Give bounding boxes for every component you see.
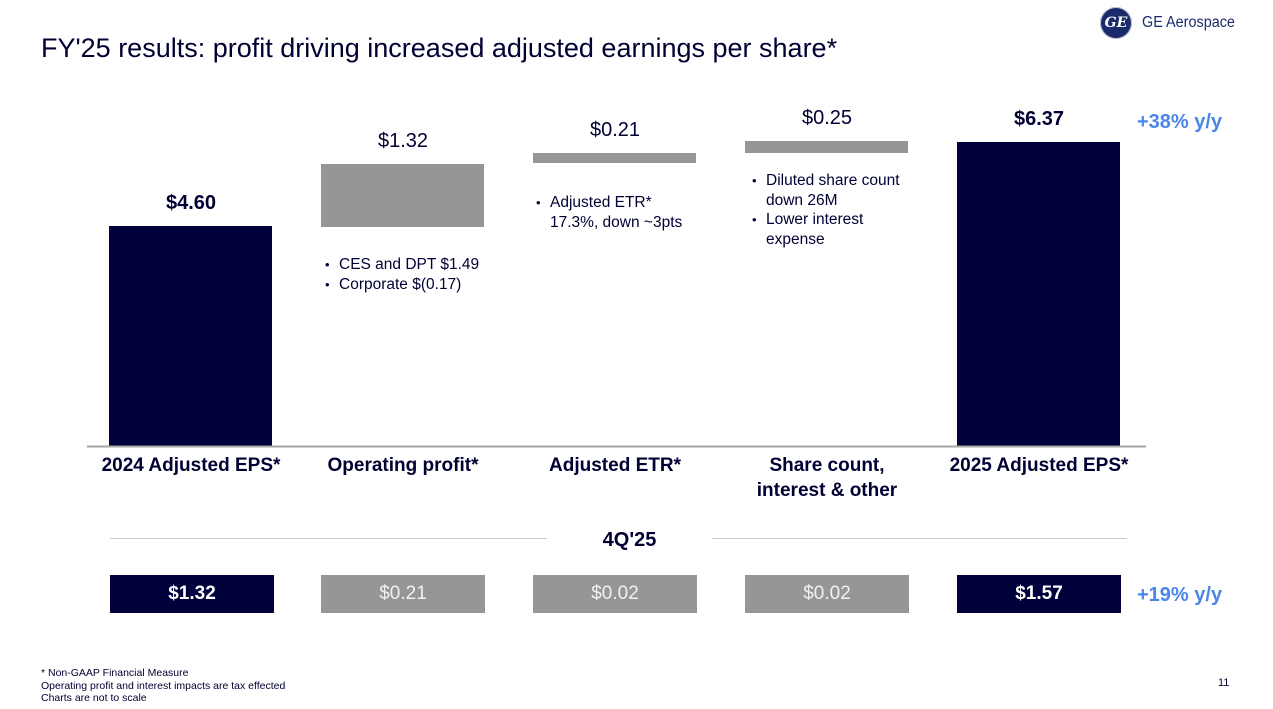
note-item: CES and DPT $1.49 bbox=[325, 255, 479, 275]
quarter-2025-eps-box: $1.57 bbox=[957, 575, 1121, 613]
quarter-operating-profit-box: $0.21 bbox=[321, 575, 485, 613]
slide-title: FY'25 results: profit driving increased … bbox=[41, 33, 838, 63]
quarter-adjusted-etr-box: $0.02 bbox=[533, 575, 697, 613]
ge-aerospace-logo: GE GE Aerospace bbox=[1100, 6, 1242, 40]
category-label-operating-profit: Operating profit* bbox=[327, 455, 479, 476]
brand-name: GE Aerospace bbox=[1142, 14, 1235, 31]
value-label-adjusted-etr: $0.21 bbox=[589, 119, 641, 141]
value-label-operating-profit: $1.32 bbox=[377, 130, 429, 152]
quarter-2024-eps-box: $1.32 bbox=[110, 575, 274, 613]
quarter-share-count-box: $0.02 bbox=[745, 575, 909, 613]
page-number: 11 bbox=[1218, 677, 1230, 689]
bar-operating-profit bbox=[321, 164, 484, 227]
category-label-2024-eps: 2024 Adjusted EPS* bbox=[101, 455, 281, 476]
category-label-2025-eps: 2025 Adjusted EPS* bbox=[949, 455, 1129, 476]
footnote: Operating profit and interest impacts ar… bbox=[41, 679, 286, 692]
quarter-yoy-growth: +19% y/y bbox=[1137, 584, 1223, 606]
fy-yoy-growth: +38% y/y bbox=[1137, 111, 1223, 133]
ge-monogram-icon: GE bbox=[1100, 7, 1132, 39]
category-label-adjusted-etr: Adjusted ETR* bbox=[549, 455, 681, 476]
bar-share-count-interest-other bbox=[745, 141, 908, 153]
category-label-share-count: Share count, interest & other bbox=[756, 455, 898, 501]
footnote: Charts are not to scale bbox=[41, 692, 147, 704]
value-label-2025-eps: $6.37 bbox=[1013, 108, 1065, 130]
note-item: Corporate $(0.17) bbox=[325, 275, 479, 295]
value-label-2024-eps: $4.60 bbox=[165, 192, 217, 214]
value-label-share-count: $0.25 bbox=[801, 107, 853, 129]
divider-line bbox=[712, 538, 1127, 539]
footnotes: * Non-GAAP Financial Measure Operating p… bbox=[41, 667, 285, 705]
adjusted-etr-notes: Adjusted ETR*17.3%, down ~3pts bbox=[536, 193, 682, 232]
bar-2025-adjusted-eps bbox=[957, 142, 1120, 446]
divider-line bbox=[110, 538, 547, 539]
bar-2024-adjusted-eps bbox=[109, 226, 272, 446]
bar-adjusted-etr bbox=[533, 153, 696, 163]
note-item: Adjusted ETR*17.3%, down ~3pts bbox=[536, 193, 682, 232]
operating-profit-notes: CES and DPT $1.49 Corporate $(0.17) bbox=[325, 255, 479, 294]
quarter-label: 4Q'25 bbox=[602, 529, 657, 551]
footnote: * Non-GAAP Financial Measure bbox=[41, 667, 189, 679]
